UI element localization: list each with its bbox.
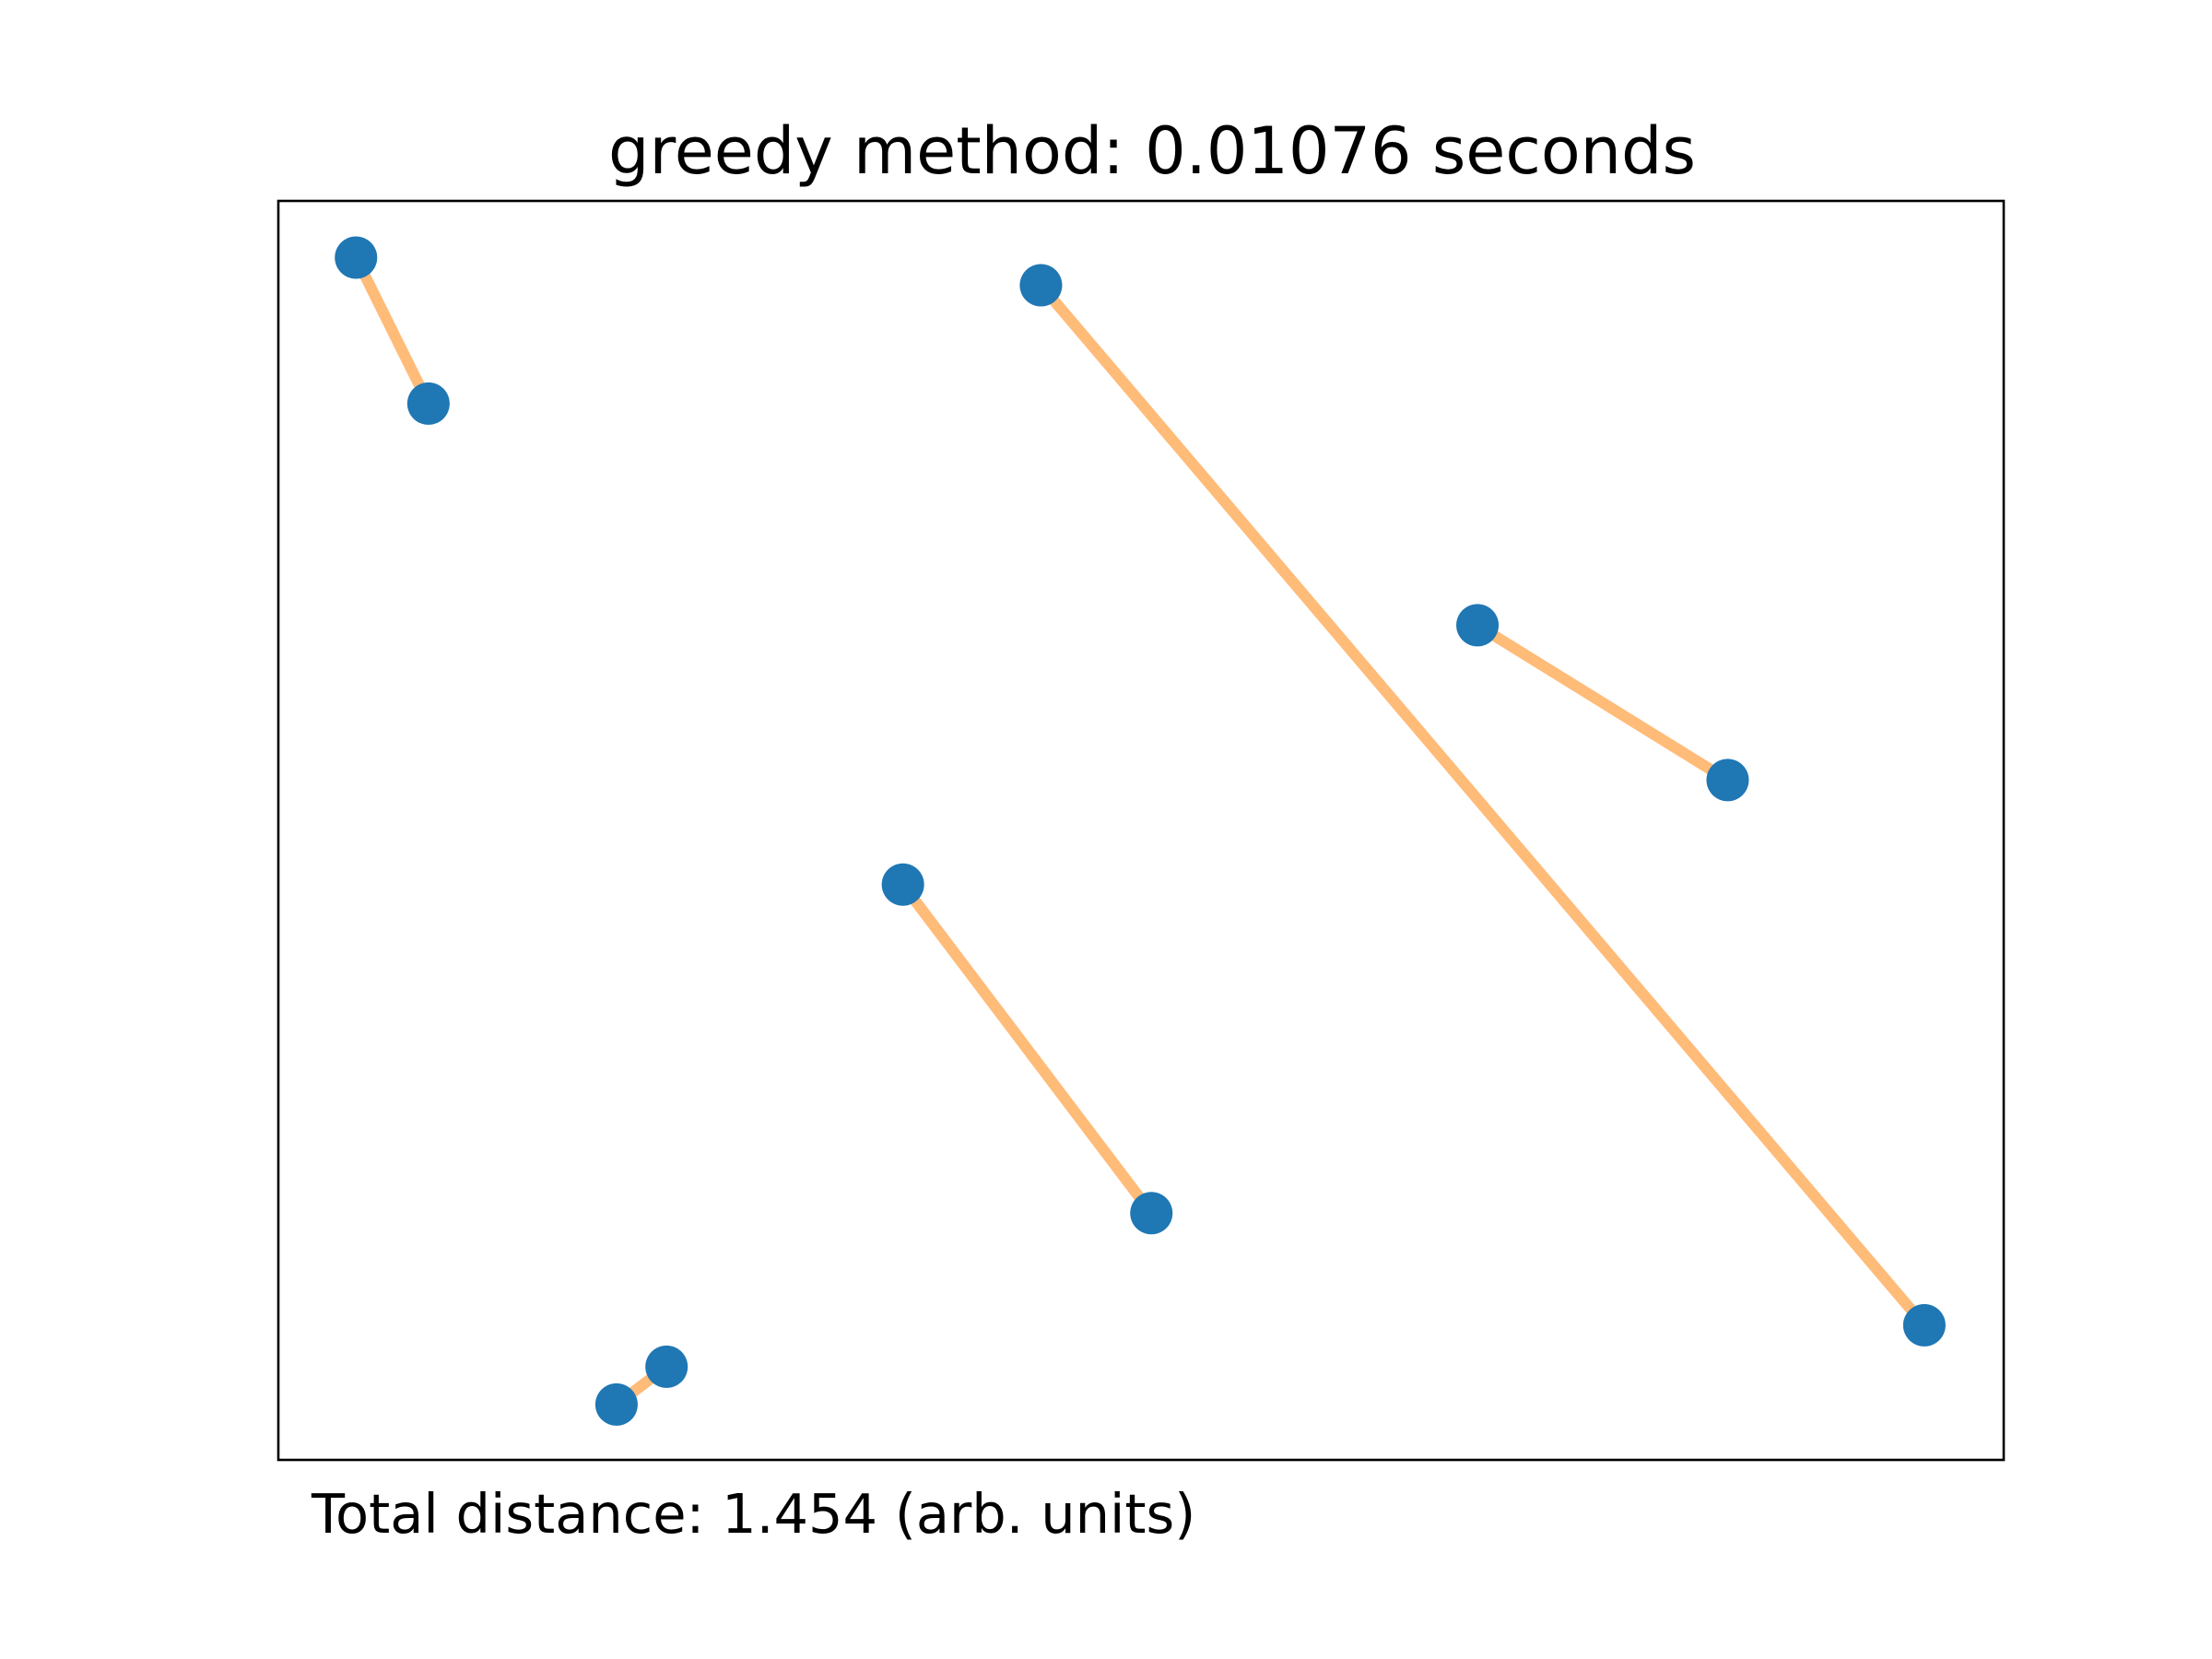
total-distance-caption: Total distance: 1.454 (arb. units) bbox=[311, 1482, 1195, 1546]
plot-frame bbox=[276, 199, 2006, 1462]
city-point-5 bbox=[1456, 604, 1500, 647]
city-point-2 bbox=[406, 382, 450, 425]
city-point-8 bbox=[1130, 1192, 1173, 1235]
city-point-4 bbox=[1902, 1303, 1946, 1347]
route-segment-3 bbox=[1474, 620, 1731, 785]
route-segment-2 bbox=[1036, 281, 1929, 1329]
route-segments bbox=[350, 254, 1929, 1409]
city-point-10 bbox=[645, 1345, 688, 1388]
route-segment-4 bbox=[898, 881, 1157, 1217]
city-point-1 bbox=[335, 236, 378, 279]
route-segment-1 bbox=[350, 254, 434, 406]
city-points bbox=[335, 236, 1946, 1426]
city-point-3 bbox=[1019, 264, 1063, 307]
chart-title: greedy method: 0.01076 seconds bbox=[608, 113, 1696, 189]
city-point-9 bbox=[594, 1382, 638, 1426]
city-point-6 bbox=[1706, 759, 1749, 802]
city-point-7 bbox=[881, 863, 924, 906]
